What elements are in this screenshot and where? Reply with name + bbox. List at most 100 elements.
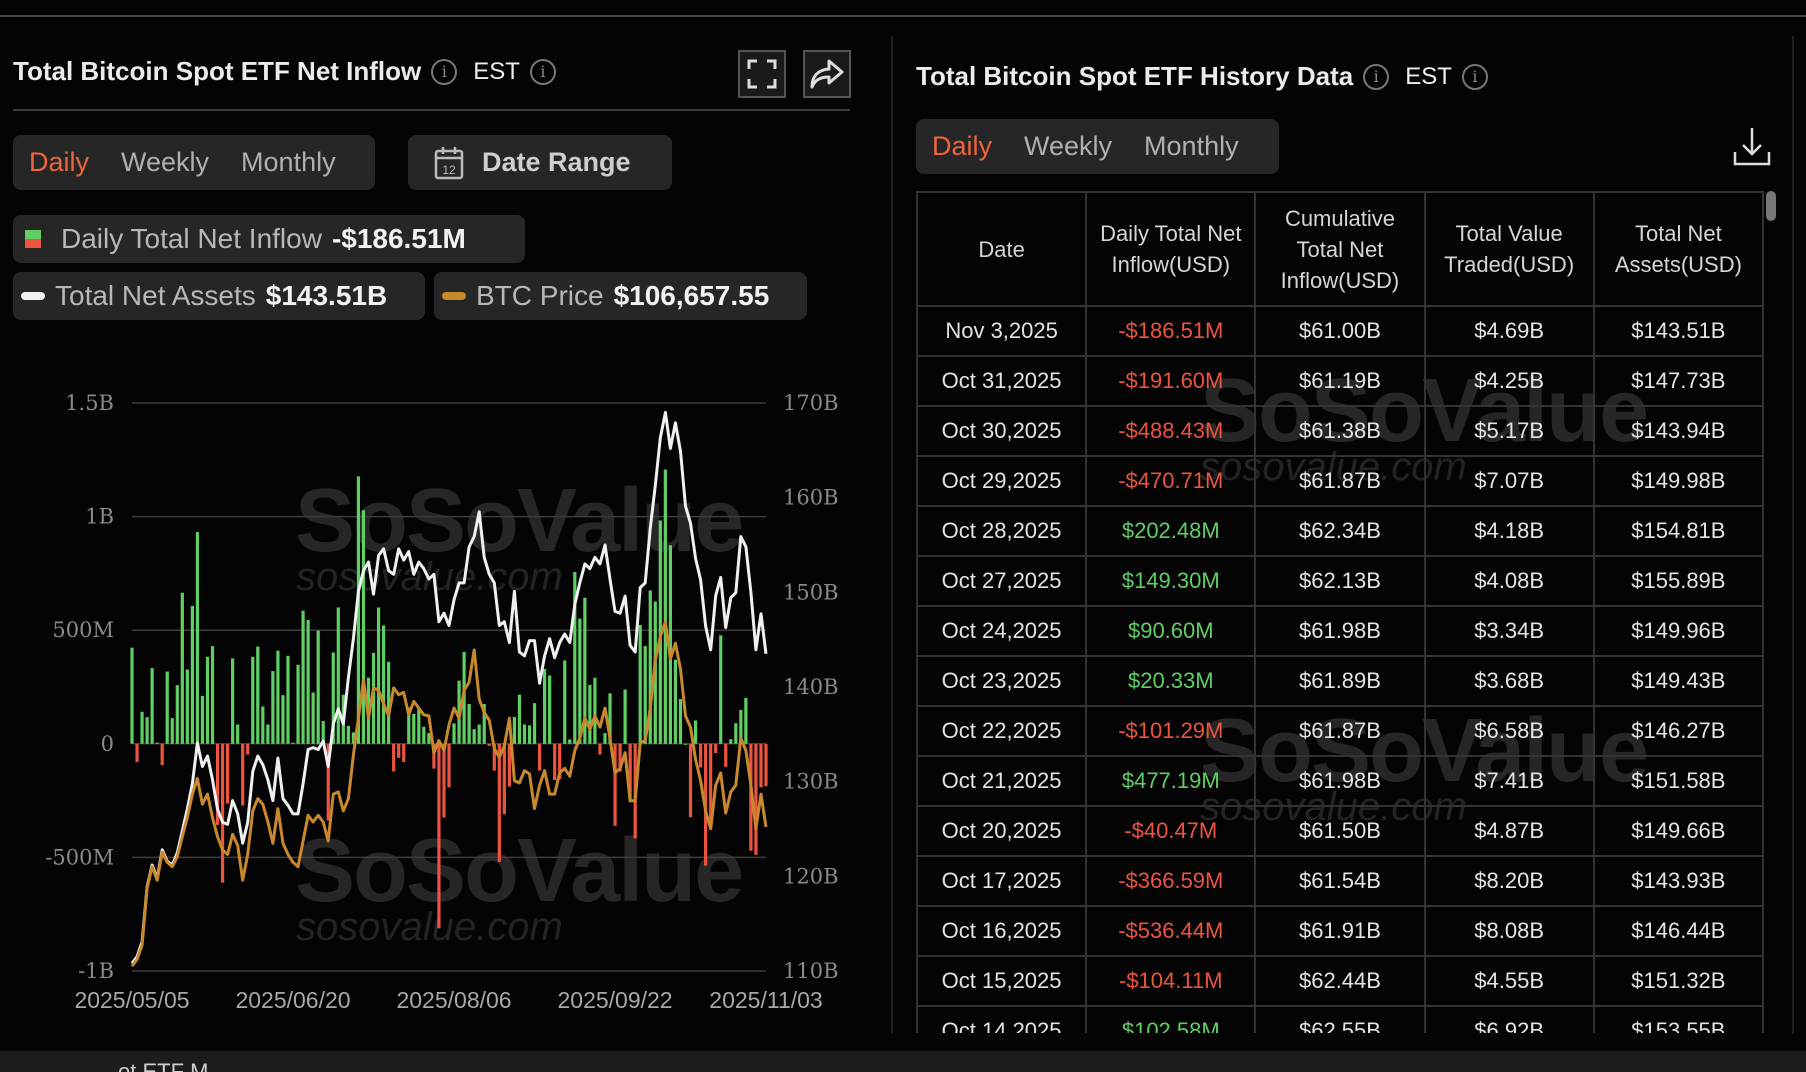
inflow-bar bbox=[623, 689, 627, 744]
table-row[interactable]: Oct 17,2025 -$366.59M $61.54B $8.20B $143.93… bbox=[916, 855, 1764, 907]
table-row[interactable]: Oct 16,2025 -$536.44M $61.91B $8.08B $146.44… bbox=[916, 905, 1764, 957]
inflow-bar bbox=[180, 592, 184, 744]
inflow-bar bbox=[376, 607, 381, 744]
right-axis-tick-label: 140B bbox=[783, 675, 839, 699]
inflow-bar bbox=[155, 742, 159, 744]
fullscreen-button[interactable] bbox=[738, 50, 786, 98]
inflow-bar bbox=[271, 671, 275, 744]
tab-daily[interactable]: Daily bbox=[932, 131, 993, 161]
column-header: Cumulative Total Net Inflow(USD) bbox=[1254, 191, 1426, 307]
info-icon[interactable]: i bbox=[431, 58, 458, 85]
net-inflow-chart[interactable]: 1.5B 1B 500M 0 -500M -1B 170B 160B 150B 140B 130B 1… bbox=[0, 0, 892, 1040]
legend-btc-price[interactable]: BTC Price $106,657.55 bbox=[434, 272, 807, 320]
tab-weekly[interactable]: Weekly bbox=[1024, 131, 1113, 161]
inflow-bar bbox=[291, 742, 295, 744]
inflow-bar bbox=[276, 650, 280, 744]
cumulative-inflow-cell: $62.34B bbox=[1254, 505, 1426, 557]
inflow-bar bbox=[236, 724, 240, 744]
date-cell: Oct 24,2025 bbox=[916, 605, 1088, 657]
share-button[interactable] bbox=[803, 50, 851, 98]
cumulative-inflow-cell: $61.00B bbox=[1254, 305, 1426, 357]
fullscreen-icon bbox=[747, 59, 777, 89]
bottom-strip-text: ot ETF M bbox=[118, 1059, 209, 1072]
download-button[interactable] bbox=[1733, 126, 1771, 171]
table-scrollbar-thumb[interactable] bbox=[1766, 191, 1776, 221]
table-row[interactable]: Oct 29,2025 -$470.71M $61.87B $7.07B $149.98… bbox=[916, 455, 1764, 507]
inflow-bar bbox=[714, 743, 718, 753]
table-row[interactable]: Oct 14,2025 $102.58M $62.55B $6.92B $153.55B bbox=[916, 1005, 1764, 1033]
tab-monthly[interactable]: Monthly bbox=[241, 147, 336, 177]
inflow-swatch-icon bbox=[25, 230, 41, 248]
net-assets-cell: $143.94B bbox=[1592, 405, 1764, 457]
cumulative-inflow-cell: $61.89B bbox=[1254, 655, 1426, 707]
inflow-bar bbox=[548, 675, 552, 744]
value-traded-cell: $4.69B bbox=[1423, 305, 1595, 357]
inflow-bar bbox=[427, 733, 431, 744]
info-icon[interactable]: i bbox=[1461, 63, 1488, 90]
inflow-bar bbox=[301, 610, 305, 744]
right-axis-tick-label: 120B bbox=[783, 864, 839, 888]
inflow-bar bbox=[512, 716, 517, 744]
value-traded-cell: $4.08B bbox=[1423, 555, 1595, 607]
inflow-bar bbox=[678, 699, 683, 744]
table-row[interactable]: Oct 20,2025 -$40.47M $61.50B $4.87B $149.66B bbox=[916, 805, 1764, 857]
table-row[interactable]: Nov 3,2025 -$186.51M $61.00B $4.69B $143.51B bbox=[916, 305, 1764, 357]
date-cell: Oct 23,2025 bbox=[916, 655, 1088, 707]
inflow-bar bbox=[744, 697, 748, 744]
value-traded-cell: $5.17B bbox=[1423, 405, 1595, 457]
tab-weekly[interactable]: Weekly bbox=[121, 147, 210, 177]
inflow-bar bbox=[648, 590, 652, 744]
right-axis-tick-label: 170B bbox=[783, 391, 839, 415]
right-axis-tick-label: 150B bbox=[783, 580, 839, 604]
table-row[interactable]: Oct 15,2025 -$104.11M $62.44B $4.55B $151.32… bbox=[916, 955, 1764, 1007]
inflow-bar bbox=[507, 743, 511, 787]
inflow-bar bbox=[583, 597, 587, 744]
legend-net-assets[interactable]: Total Net Assets $143.51B bbox=[13, 272, 425, 320]
left-axis-tick-label: 1.5B bbox=[65, 391, 114, 415]
date-cell: Oct 30,2025 bbox=[916, 405, 1088, 457]
date-cell: Oct 22,2025 bbox=[916, 705, 1088, 757]
table-period-tabs: Daily Weekly Monthly bbox=[916, 119, 1279, 174]
inflow-bar bbox=[482, 704, 486, 744]
inflow-bar bbox=[185, 669, 189, 744]
inflow-bar bbox=[397, 743, 401, 758]
table-row[interactable]: Oct 23,2025 $20.33M $61.89B $3.68B $149.43B bbox=[916, 655, 1764, 707]
inflow-bar bbox=[563, 660, 567, 744]
table-row[interactable]: Oct 30,2025 -$488.43M $61.38B $5.17B $143.94… bbox=[916, 405, 1764, 457]
inflow-bar bbox=[532, 703, 537, 744]
info-icon[interactable]: i bbox=[529, 58, 556, 85]
table-row[interactable]: Oct 27,2025 $149.30M $62.13B $4.08B $155.89B bbox=[916, 555, 1764, 607]
inflow-bar bbox=[734, 723, 738, 744]
table-row[interactable]: Oct 22,2025 -$101.29M $61.87B $6.58B $146.27… bbox=[916, 705, 1764, 757]
inflow-bar bbox=[673, 659, 678, 744]
daily-inflow-cell: -$366.59M bbox=[1085, 855, 1257, 907]
inflow-bar bbox=[754, 743, 758, 855]
tab-monthly[interactable]: Monthly bbox=[1144, 131, 1239, 161]
date-cell: Oct 15,2025 bbox=[916, 955, 1088, 1007]
net-assets-cell: $154.81B bbox=[1592, 505, 1764, 557]
table-row[interactable]: Oct 31,2025 -$191.60M $61.19B $4.25B $147.73… bbox=[916, 355, 1764, 407]
table-row[interactable]: Oct 21,2025 $477.19M $61.98B $7.41B $151.58B bbox=[916, 755, 1764, 807]
right-axis-tick-label: 130B bbox=[783, 770, 839, 794]
inflow-bar bbox=[543, 669, 547, 744]
daily-inflow-cell: $202.48M bbox=[1085, 505, 1257, 557]
table-title-bar: Total Bitcoin Spot ETF History Data i ES… bbox=[916, 61, 1488, 92]
inflow-bar bbox=[683, 743, 688, 745]
date-range-button[interactable]: 12 Date Range bbox=[408, 135, 672, 190]
column-header: Date bbox=[916, 191, 1088, 307]
tab-daily[interactable]: Daily bbox=[29, 147, 90, 177]
info-icon[interactable]: i bbox=[1363, 63, 1390, 90]
column-header: Total Value Traded(USD) bbox=[1423, 191, 1595, 307]
legend-daily-inflow[interactable]: Daily Total Net Inflow -$186.51M bbox=[13, 215, 525, 263]
history-table-viewport[interactable]: Date Daily Total Net Inflow(USD) Cumulativ… bbox=[916, 191, 1764, 1033]
inflow-bar bbox=[487, 743, 491, 746]
value-traded-cell: $8.08B bbox=[1423, 905, 1595, 957]
daily-inflow-cell: -$40.47M bbox=[1085, 805, 1257, 857]
inflow-bar bbox=[256, 646, 260, 744]
cumulative-inflow-cell: $61.50B bbox=[1254, 805, 1426, 857]
value-traded-cell: $4.25B bbox=[1423, 355, 1595, 407]
table-row[interactable]: Oct 24,2025 $90.60M $61.98B $3.34B $149.96B bbox=[916, 605, 1764, 657]
net-assets-cell: $151.58B bbox=[1592, 755, 1764, 807]
table-header-row: Date Daily Total Net Inflow(USD) Cumulativ… bbox=[916, 191, 1764, 307]
table-row[interactable]: Oct 28,2025 $202.48M $62.34B $4.18B $154.81B bbox=[916, 505, 1764, 557]
